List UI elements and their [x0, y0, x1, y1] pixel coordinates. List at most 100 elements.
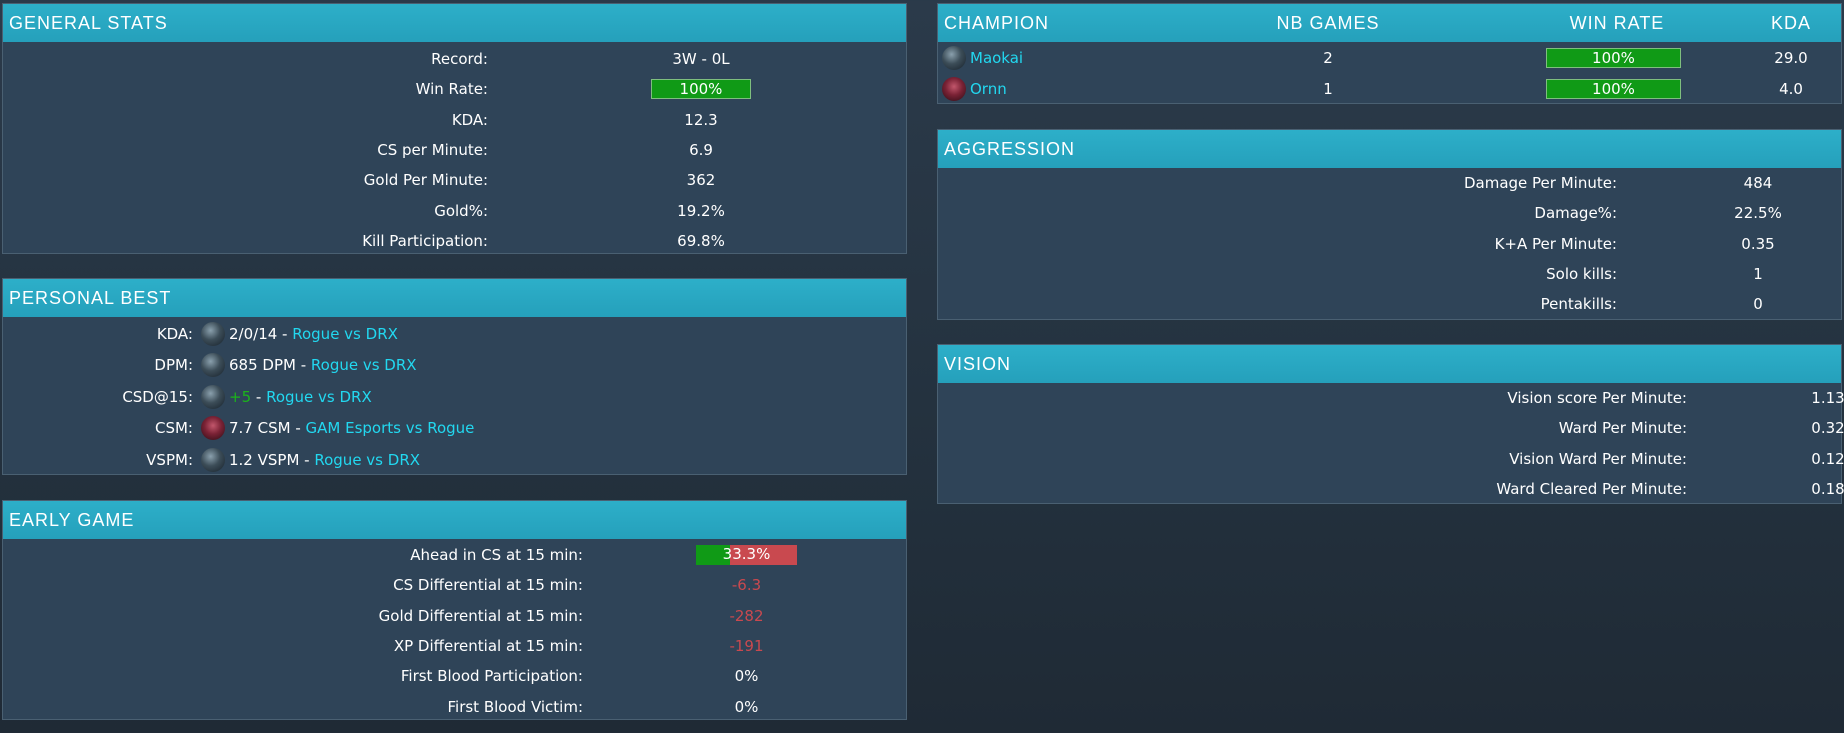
- stat-label: KDA:: [451, 110, 488, 129]
- champion-name-link[interactable]: Maokai: [970, 48, 1024, 67]
- pb-match-link[interactable]: Rogue vs DRX: [266, 387, 372, 406]
- stat-value-text: 1.13: [1811, 389, 1844, 408]
- maokai-icon: [201, 353, 225, 378]
- champion-winrate-bar: 100%: [1546, 47, 1681, 68]
- personal-best-panel: PERSONAL BEST KDA: 2/0/14 - Rogue vs DRX…: [2, 278, 907, 475]
- stat-row-gd15: Gold Differential at 15 min: -282: [3, 601, 906, 631]
- winrate-bar-value: 100%: [679, 80, 723, 99]
- champions-panel: CHAMPION NB GAMES WIN RATE KDA Maokai 2 …: [937, 3, 1842, 104]
- pb-content: 685 DPM - Rogue vs DRX: [201, 353, 417, 378]
- champion-row-ornn: Ornn 1 100% 4.0: [938, 73, 1841, 104]
- vision-title: VISION: [938, 345, 1841, 383]
- stat-label: CS per Minute:: [377, 141, 488, 160]
- general-stats-panel: GENERAL STATS Record: 3W - 0L Win Rate: …: [2, 3, 907, 254]
- stat-value: 1: [1753, 265, 1763, 284]
- champion-kda: 4.0: [1779, 79, 1803, 98]
- champion-winrate-value: 100%: [1592, 79, 1635, 98]
- champion-kda: 29.0: [1774, 48, 1808, 67]
- pb-label: VSPM:: [146, 450, 193, 469]
- champion-winrate-bar: 100%: [1546, 78, 1681, 99]
- pb-separator: -: [295, 356, 311, 375]
- pb-row-vspm: VSPM: 1.2 VSPM - Rogue vs DRX: [3, 444, 906, 476]
- stat-value: 3W - 0L: [672, 50, 730, 69]
- stat-value: 12.3: [684, 110, 718, 129]
- stat-row-ka-per-min: K+A Per Minute: 0.35: [938, 229, 1841, 259]
- col-header-winrate[interactable]: WIN RATE: [1569, 13, 1665, 33]
- early-game-panel: EARLY GAME Ahead in CS at 15 min: 33.3% …: [2, 500, 907, 720]
- champion-row-maokai: Maokai 2 100% 29.0: [938, 42, 1841, 73]
- stat-label: Record:: [431, 50, 488, 69]
- stat-label: Solo kills:: [1546, 265, 1617, 284]
- stat-value: 484: [1743, 174, 1773, 193]
- stat-row-pentakills: Pentakills: 0: [938, 289, 1841, 319]
- general-stats-title: GENERAL STATS: [3, 4, 906, 42]
- stat-label: First Blood Victim:: [447, 697, 584, 716]
- champion-winrate-value: 100%: [1592, 48, 1635, 67]
- pb-value: 7.7 CSM: [229, 419, 291, 438]
- ahead-cs-bar-fill: [696, 545, 730, 566]
- champion-name-link[interactable]: Ornn: [970, 79, 1007, 98]
- stat-row-ward-per-min: Ward Per Minute: 0.32: [938, 413, 1844, 443]
- maokai-icon: [201, 321, 225, 346]
- stat-row-fb-victim: First Blood Victim: 0%: [3, 691, 906, 721]
- pb-separator: -: [251, 387, 267, 406]
- pb-match-link[interactable]: GAM Esports vs Rogue: [305, 419, 475, 438]
- stat-row-ahead-cs: Ahead in CS at 15 min: 33.3%: [3, 540, 906, 570]
- maokai-icon: [201, 384, 225, 409]
- col-header-games-label: NB GAMES: [1276, 13, 1380, 33]
- stat-value: 0.18: [1811, 480, 1844, 499]
- pb-match-link[interactable]: Rogue vs DRX: [292, 324, 398, 343]
- pb-separator: -: [277, 324, 293, 343]
- stat-row-damage-pct: Damage%: 22.5%: [938, 198, 1841, 228]
- stat-label: Gold%:: [434, 201, 488, 220]
- pb-separator: -: [290, 419, 306, 438]
- stat-label: K+A Per Minute:: [1494, 234, 1617, 253]
- stat-label: Win Rate:: [415, 80, 488, 99]
- stat-value: -6.3: [731, 576, 762, 595]
- early-game-title: EARLY GAME: [3, 501, 906, 539]
- col-header-kda[interactable]: KDA: [1770, 13, 1811, 33]
- pb-content: 1.2 VSPM - Rogue vs DRX: [201, 447, 421, 472]
- stat-label: First Blood Participation:: [400, 667, 583, 686]
- stat-row-ward-cleared-per-min: Ward Cleared Per Minute: 0.18: [938, 474, 1844, 504]
- stat-row-gold-pct: Gold%: 19.2%: [3, 195, 906, 225]
- stat-value: 0%: [734, 697, 759, 716]
- stat-row-xpd15: XP Differential at 15 min: -191: [3, 631, 906, 661]
- stat-row-vision-score: Vision score Per Minute: 1.13: [938, 383, 1844, 413]
- stat-row-record: Record: 3W - 0L: [3, 44, 906, 74]
- pb-row-kda: KDA: 2/0/14 - Rogue vs DRX: [3, 318, 906, 350]
- stat-row-csm: CS per Minute: 6.9: [3, 135, 906, 165]
- stat-label: Ward Per Minute:: [1558, 419, 1687, 438]
- pb-content: 2/0/14 - Rogue vs DRX: [201, 321, 398, 346]
- winrate-bar: 100%: [651, 79, 751, 100]
- champion-cell: Maokai: [942, 45, 1024, 70]
- pb-content: 7.7 CSM - GAM Esports vs Rogue: [201, 416, 475, 441]
- stat-value: 69.8%: [677, 231, 725, 250]
- stat-label: Vision score Per Minute:: [1507, 389, 1687, 408]
- aggression-panel: AGGRESSION Damage Per Minute: 484 Damage…: [937, 129, 1842, 320]
- ornn-icon: [942, 76, 966, 101]
- stat-row-vision-ward-per-min: Vision Ward Per Minute: 0.12: [938, 444, 1844, 474]
- stat-row-dpm: Damage Per Minute: 484: [938, 168, 1841, 198]
- stat-row-winrate: Win Rate: 100%: [3, 74, 906, 104]
- vision-panel: VISION Vision score Per Minute: 1.13 War…: [937, 344, 1844, 504]
- stat-row-csd15: CS Differential at 15 min: -6.3: [3, 570, 906, 600]
- stat-value: 6.9: [689, 141, 713, 160]
- stat-value: 0%: [734, 667, 759, 686]
- maokai-icon: [942, 45, 966, 70]
- pb-row-csm: CSM: 7.7 CSM - GAM Esports vs Rogue: [3, 413, 906, 445]
- maokai-icon: [201, 447, 225, 472]
- pb-value: 1.2 VSPM: [229, 450, 300, 469]
- pb-label: KDA:: [156, 324, 193, 343]
- stat-value: 19.2%: [677, 201, 725, 220]
- stat-value: 22.5%: [1734, 204, 1782, 223]
- col-header-champion[interactable]: CHAMPION: [944, 13, 1050, 33]
- stat-label: Ahead in CS at 15 min:: [410, 546, 583, 565]
- stat-label: Pentakills:: [1540, 295, 1617, 314]
- pb-label: DPM:: [154, 356, 193, 375]
- pb-match-link[interactable]: Rogue vs DRX: [310, 356, 417, 375]
- pb-match-link[interactable]: Rogue vs DRX: [314, 450, 421, 469]
- stat-row-fb-participation: First Blood Participation: 0%: [3, 661, 906, 691]
- stat-value: -191: [729, 637, 764, 656]
- stat-row-kda: KDA: 12.3: [3, 105, 906, 135]
